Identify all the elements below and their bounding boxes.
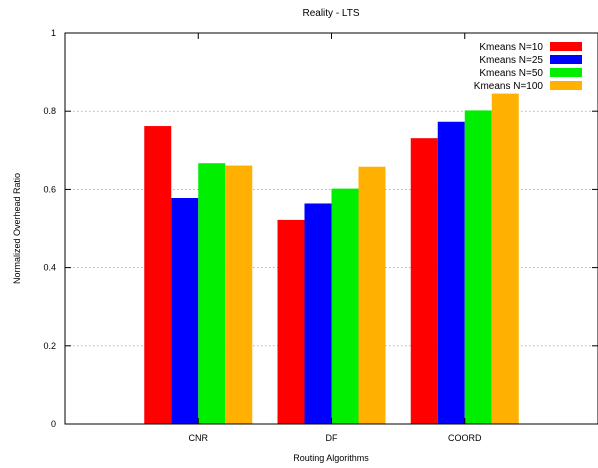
x-tick-label: COORD [448,433,482,443]
bar-cnr-1 [144,126,172,425]
legend-label: Kmeans N=10 [479,42,543,53]
legend-label: Kmeans N=25 [479,55,543,66]
bars [144,93,519,425]
bar-df-1 [277,219,305,424]
chart-title: Reality - LTS [302,8,359,19]
y-tick-label: 0.2 [43,341,56,351]
x-tick-label: CNR [189,433,209,443]
legend-swatch [550,68,582,77]
bar-coord-1 [410,138,438,424]
bar-cnr-3 [198,163,226,424]
y-tick-label: 0.8 [43,106,56,116]
legend-swatch [550,81,582,90]
bar-coord-3 [464,110,492,424]
bar-coord-2 [437,121,465,424]
bar-cnr-2 [171,198,199,424]
legend-swatch [550,55,582,64]
y-tick-label: 0 [51,419,56,429]
y-axis-ticks: 0 0.2 0.4 0.6 0.8 1 [43,28,598,429]
legend-label: Kmeans N=100 [474,81,544,92]
x-tick-label: DF [326,433,338,443]
y-tick-label: 1 [51,28,56,38]
x-axis-ticks: CNR DF COORD [189,33,482,443]
legend: Kmeans N=10 Kmeans N=25 Kmeans N=50 Kmeans … [474,42,582,92]
y-tick-label: 0.4 [43,263,56,273]
bar-df-3 [331,188,359,424]
y-tick-label: 0.6 [43,184,56,194]
bar-df-2 [304,203,332,424]
legend-label: Kmeans N=50 [479,68,543,79]
bar-cnr-4 [225,165,253,424]
y-axis-label: Normalized Overhead Ratio [12,173,22,284]
legend-swatch [550,42,582,51]
x-axis-label: Routing Algorithms [293,453,369,463]
bar-coord-4 [491,93,519,424]
bar-df-4 [358,166,386,425]
